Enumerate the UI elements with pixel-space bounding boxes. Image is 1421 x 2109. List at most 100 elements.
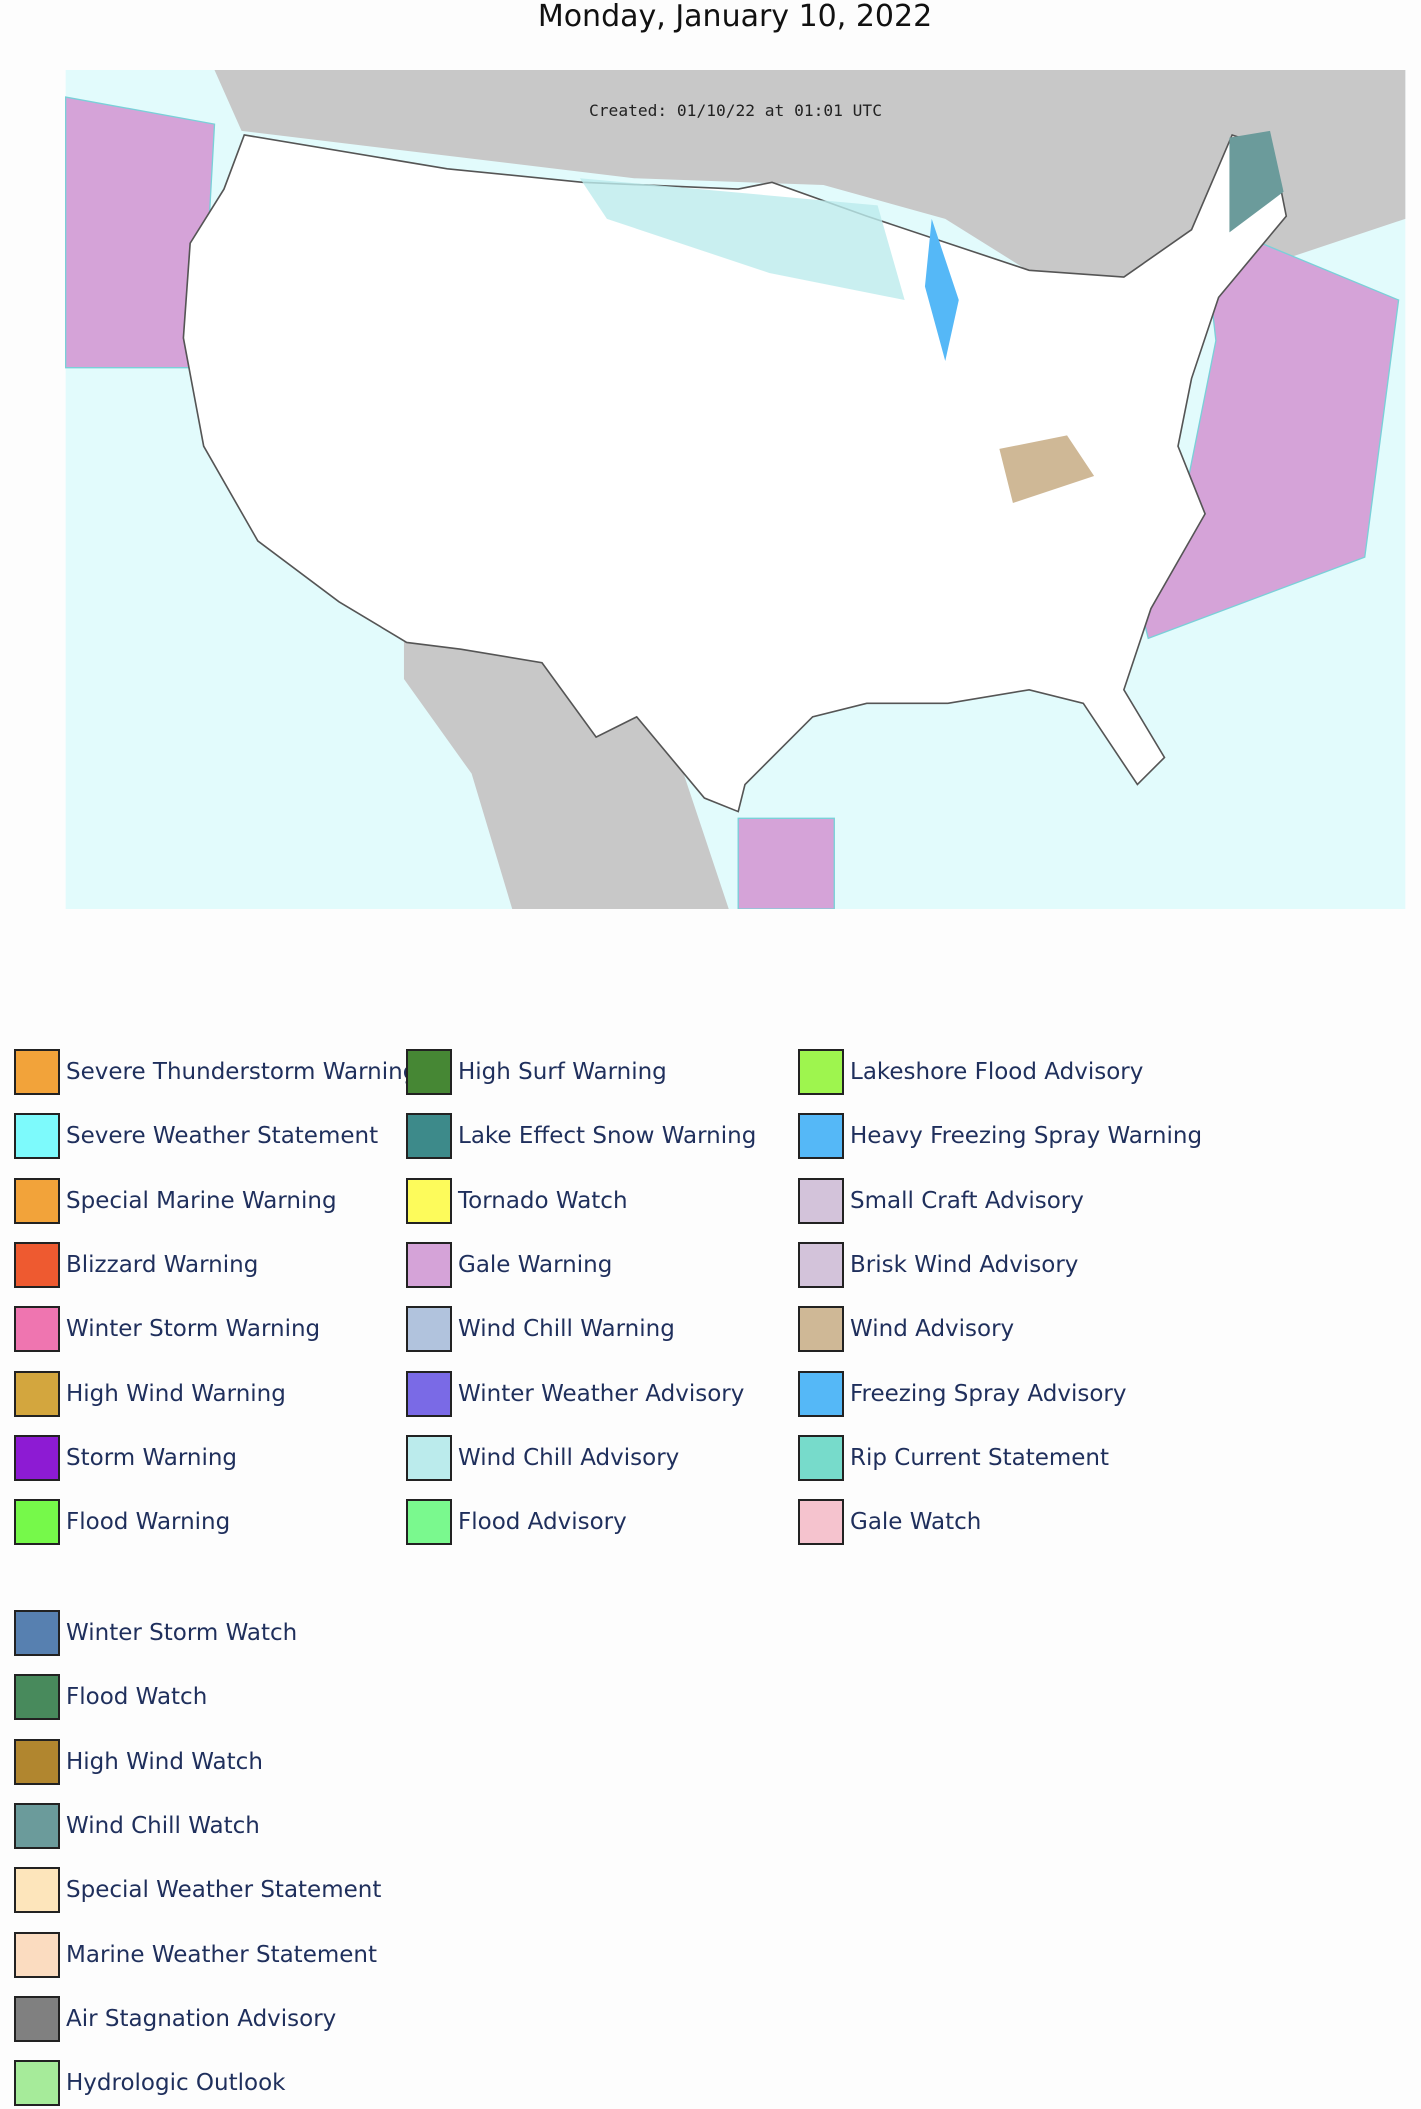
legend-label: Lakeshore Flood Advisory (850, 1059, 1144, 1085)
legend-swatch (406, 1434, 452, 1481)
legend-swatch (406, 1049, 452, 1095)
legend-item: Wind Chill Watch (14, 1801, 260, 1851)
legend-item: Severe Weather Statement (14, 1111, 378, 1161)
legend-label: Gale Warning (458, 1251, 613, 1278)
legend-item: Marine Weather Statement (14, 1930, 377, 1980)
legend-item: High Wind Watch (14, 1737, 263, 1787)
legend-label: Special Marine Warning (66, 1187, 337, 1214)
legend-label: Gale Watch (850, 1509, 982, 1536)
legend-swatch (14, 1241, 60, 1288)
legend-label: Winter Storm Watch (66, 1620, 298, 1646)
legend-swatch (406, 1306, 452, 1353)
legend-label: Severe Thunderstorm Warning (66, 1059, 418, 1085)
legend-swatch (14, 1113, 60, 1160)
legend-swatch (14, 1674, 60, 1721)
legend-swatch (406, 1499, 452, 1546)
legend-swatch (406, 1177, 452, 1224)
legend-label: High Surf Warning (458, 1059, 667, 1085)
legend-item: Storm Warning (14, 1433, 237, 1483)
legend-label: Wind Advisory (850, 1316, 1015, 1343)
wind-chill-advisory-area (579, 178, 905, 301)
wind-chill-area (1229, 130, 1284, 233)
legend-swatch (406, 1241, 452, 1288)
legend-swatch (14, 1306, 60, 1353)
lake-michigan (924, 218, 959, 361)
legend-item: Winter Storm Watch (14, 1608, 297, 1658)
legend-label: Air Stagnation Advisory (66, 2005, 337, 2032)
legend-label: Wind Chill Warning (458, 1316, 675, 1343)
legend-label: Flood Warning (66, 1509, 231, 1536)
legend-label: Wind Chill Advisory (458, 1444, 680, 1471)
legend-swatch (798, 1370, 844, 1417)
legend-swatch (14, 1177, 60, 1224)
legend-swatch (14, 1610, 60, 1656)
legend-label: Rip Current Statement (850, 1444, 1110, 1471)
legend-swatch (798, 1049, 844, 1095)
legend-label: Heavy Freezing Spray Warning (850, 1123, 1203, 1150)
legend-item: Winter Storm Warning (14, 1304, 320, 1354)
legend-swatch (406, 1113, 452, 1160)
legend-item: Freezing Spray Advisory (798, 1369, 1126, 1419)
legend-label: Brisk Wind Advisory (850, 1251, 1079, 1278)
legend-item: Gale Warning (406, 1240, 612, 1290)
legend-item: Tornado Watch (406, 1176, 628, 1226)
legend-swatch (14, 1995, 60, 2042)
legend-label: Small Craft Advisory (850, 1187, 1084, 1214)
legend-swatch (798, 1113, 844, 1160)
legend-label: Hydrologic Outlook (66, 2070, 286, 2097)
alert-map: Created: 01/10/22 at 01:01 UTC (65, 70, 1406, 909)
legend-label: Marine Weather Statement (66, 1941, 378, 1968)
legend-item: High Surf Warning (406, 1047, 667, 1097)
legend-item: Rip Current Statement (798, 1433, 1109, 1483)
legend-item: Blizzard Warning (14, 1240, 258, 1290)
legend-label: Special Weather Statement (66, 1877, 382, 1904)
legend-swatch (14, 1499, 60, 1546)
legend-label: Tornado Watch (458, 1187, 628, 1214)
legend-label: Winter Storm Warning (66, 1316, 321, 1343)
legend-swatch (14, 2060, 60, 2107)
legend-swatch (14, 1802, 60, 1849)
legend-item: Wind Chill Advisory (406, 1433, 679, 1483)
legend-swatch (14, 1049, 60, 1095)
legend-item: Flood Watch (14, 1672, 207, 1722)
legend-item: Air Stagnation Advisory (14, 1994, 336, 2044)
legend-item: Brisk Wind Advisory (798, 1240, 1078, 1290)
legend-label: Wind Chill Watch (66, 1812, 260, 1839)
legend-swatch (798, 1499, 844, 1546)
wind-advisory-area (999, 435, 1095, 504)
legend-item: Heavy Freezing Spray Warning (798, 1111, 1202, 1161)
legend-item: Hydrologic Outlook (14, 2058, 286, 2108)
legend-swatch (406, 1370, 452, 1417)
legend-label: Flood Advisory (458, 1509, 627, 1536)
legend-label: High Wind Watch (66, 1748, 263, 1775)
legend-item: Lakeshore Flood Advisory (798, 1047, 1143, 1097)
legend-label: Winter Weather Advisory (458, 1380, 745, 1407)
legend-item: Severe Thunderstorm Warning (14, 1047, 417, 1097)
legend-label: Flood Watch (66, 1684, 208, 1711)
legend-item: Wind Chill Warning (406, 1304, 675, 1354)
legend-item: Wind Advisory (798, 1304, 1014, 1354)
legend-label: Storm Warning (66, 1444, 238, 1471)
legend-item: Flood Warning (14, 1497, 230, 1547)
legend-label: High Wind Warning (66, 1380, 286, 1407)
canada (214, 70, 1406, 287)
legend-swatch (14, 1370, 60, 1417)
legend-item: Gale Watch (798, 1497, 981, 1547)
legend-swatch (14, 1738, 60, 1785)
legend-swatch (14, 1931, 60, 1978)
legend-swatch (14, 1434, 60, 1481)
legend-label: Severe Weather Statement (66, 1123, 379, 1150)
united-states (182, 133, 1288, 813)
legend-label: Lake Effect Snow Warning (458, 1123, 757, 1150)
legend-item: Special Marine Warning (14, 1176, 337, 1226)
legend-swatch (798, 1177, 844, 1224)
legend-item: Lake Effect Snow Warning (406, 1111, 756, 1161)
legend-item: Flood Advisory (406, 1497, 627, 1547)
gale-area (737, 817, 835, 909)
legend-swatch (14, 1867, 60, 1914)
created-stamp: Created: 01/10/22 at 01:01 UTC (589, 101, 882, 120)
legend-label: Blizzard Warning (66, 1251, 259, 1278)
legend-item: Small Craft Advisory (798, 1176, 1084, 1226)
legend-label: Freezing Spray Advisory (850, 1380, 1127, 1407)
